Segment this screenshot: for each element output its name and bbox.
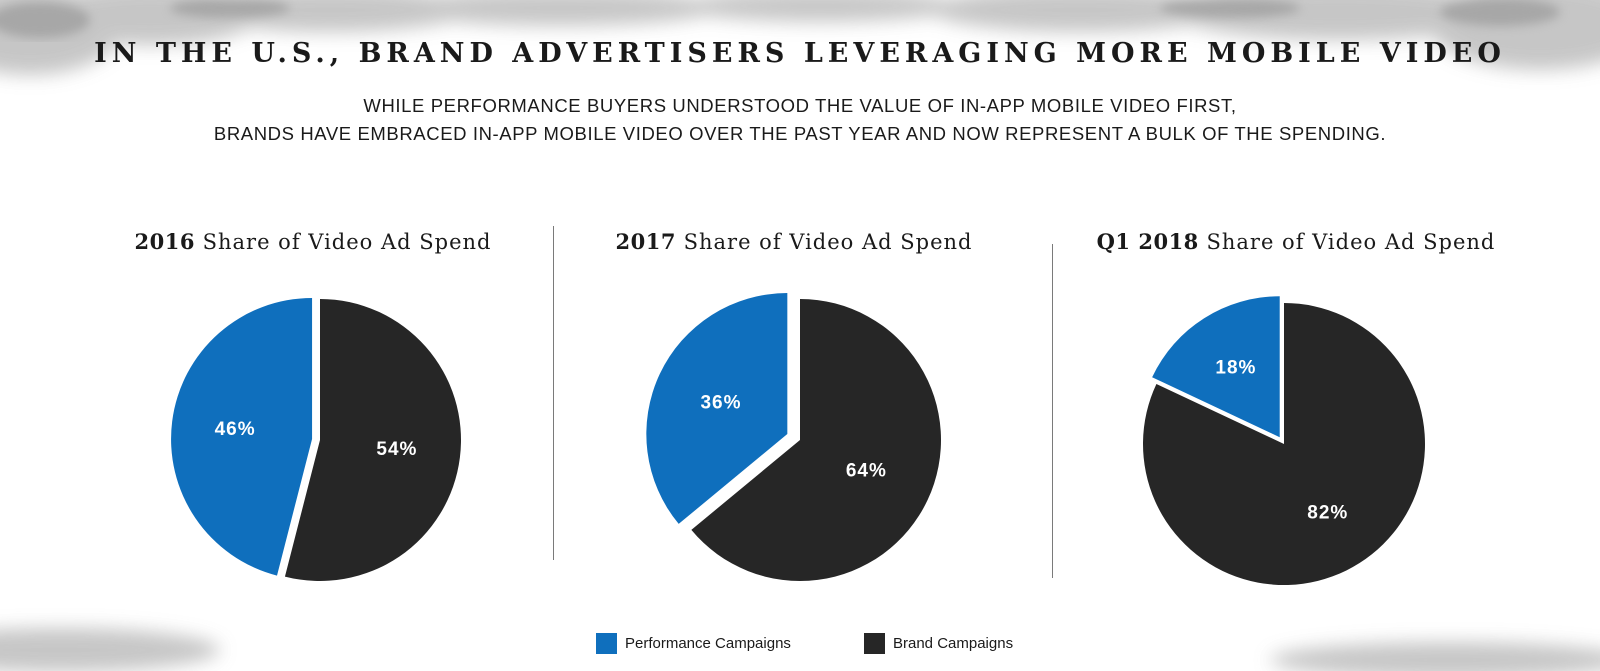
legend-item-brand: Brand Campaigns [864, 632, 1014, 654]
pie-q1-2018: 82% 18% [1142, 296, 1425, 585]
subtitle-line-1: WHILE PERFORMANCE BUYERS UNDERSTOOD THE … [363, 95, 1237, 116]
chart-title-2017: 2017 Share of Video Ad Spend [594, 229, 994, 254]
page-title: IN THE U.S., BRAND ADVERTISERS LEVERAGIN… [94, 38, 1506, 69]
legend-swatch-performance [596, 632, 617, 654]
data-label-brand-campaigns: 82% [1307, 503, 1348, 524]
pie-slice-performance-campaigns [171, 297, 313, 576]
legend-swatch-brand [864, 632, 885, 654]
chart-title-2016: 2016 Share of Video Ad Spend [113, 229, 513, 254]
legend-item-performance: Performance Campaigns [596, 632, 791, 654]
pie-slice-performance-campaigns [646, 293, 788, 524]
data-label-performance-campaigns: 18% [1215, 358, 1256, 379]
chart-title-year: Q1 2018 [1096, 229, 1199, 254]
pie-2017: 64% 36% [646, 293, 941, 581]
pie-slice-brand-campaigns [691, 299, 941, 581]
chart-title-text: Share of Video Ad Spend [1198, 230, 1496, 254]
legend-label-performance: Performance Campaigns [625, 634, 791, 652]
chart-title-year: 2016 [134, 229, 195, 254]
chart-divider [553, 226, 554, 560]
chart-title-text: Share of Video Ad Spend [675, 230, 973, 254]
chart-divider [1052, 244, 1053, 578]
pie-slice-brand-campaigns [1142, 303, 1425, 585]
pie-slice-performance-campaigns [1152, 296, 1280, 438]
subtitle-line-2: BRANDS HAVE EMBRACED IN-APP MOBILE VIDEO… [213, 123, 1387, 144]
data-label-performance-campaigns: 36% [700, 392, 741, 413]
chart-title-text: Share of Video Ad Spend [194, 230, 492, 254]
chart-title-year: 2017 [615, 229, 676, 254]
pie-2016: 54% 46% [171, 297, 461, 582]
data-label-brand-campaigns: 64% [846, 461, 887, 482]
chart-title-q1-2018: Q1 2018 Share of Video Ad Spend [1081, 229, 1511, 254]
data-label-brand-campaigns: 54% [376, 439, 417, 460]
legend-label-brand: Brand Campaigns [893, 634, 1014, 652]
data-label-performance-campaigns: 46% [215, 419, 256, 440]
pie-slice-brand-campaigns [284, 299, 461, 582]
page-subtitle: WHILE PERFORMANCE BUYERS UNDERSTOOD THE … [0, 92, 1600, 148]
